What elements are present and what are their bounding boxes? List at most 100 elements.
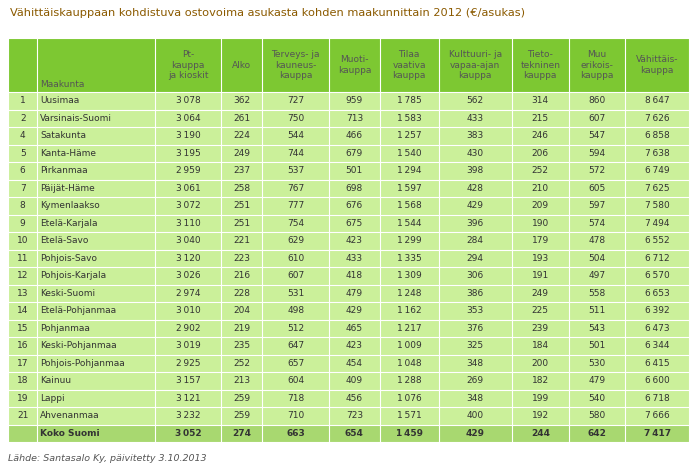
Bar	[8, 38, 689, 92]
Text: 225: 225	[532, 306, 548, 315]
Text: Tieto-
tekninen
kauppa: Tieto- tekninen kauppa	[521, 50, 560, 80]
Text: 5: 5	[19, 149, 26, 158]
Text: 228: 228	[233, 289, 251, 298]
Text: 767: 767	[287, 184, 304, 193]
Text: 3 072: 3 072	[175, 201, 200, 210]
Text: 558: 558	[588, 289, 606, 298]
Text: 191: 191	[532, 271, 549, 280]
Text: 249: 249	[532, 289, 548, 298]
Text: 221: 221	[233, 236, 251, 245]
Text: Satakunta: Satakunta	[40, 131, 86, 140]
Text: 1 785: 1 785	[397, 96, 422, 105]
Text: 530: 530	[588, 359, 606, 368]
Text: 383: 383	[466, 131, 484, 140]
Text: 718: 718	[287, 394, 304, 403]
Text: 6: 6	[19, 166, 26, 175]
Bar	[8, 302, 689, 319]
Text: 675: 675	[346, 219, 363, 228]
Text: Etelä-Pohjanmaa: Etelä-Pohjanmaa	[40, 306, 116, 315]
Bar	[8, 232, 689, 249]
Text: Vähittäiskauppaan kohdistuva ostovoima asukasta kohden maakunnittain 2012 (€/asu: Vähittäiskauppaan kohdistuva ostovoima a…	[10, 8, 525, 18]
Text: 1 571: 1 571	[397, 411, 422, 420]
Text: 7 417: 7 417	[644, 429, 671, 438]
Text: 959: 959	[346, 96, 363, 105]
Text: Kymenlaakso: Kymenlaakso	[40, 201, 100, 210]
Text: 429: 429	[467, 201, 484, 210]
Text: Vähittäis-
kauppa: Vähittäis- kauppa	[636, 55, 679, 75]
Text: 396: 396	[466, 219, 484, 228]
Text: 1 162: 1 162	[397, 306, 422, 315]
Text: 430: 430	[466, 149, 484, 158]
Text: 2 974: 2 974	[176, 289, 200, 298]
Text: 213: 213	[233, 376, 251, 385]
Text: 3 061: 3 061	[175, 184, 200, 193]
Text: 3 157: 3 157	[175, 376, 200, 385]
Text: 294: 294	[467, 254, 484, 263]
Text: 654: 654	[345, 429, 364, 438]
Text: 19: 19	[17, 394, 29, 403]
Text: 192: 192	[532, 411, 549, 420]
Bar	[8, 127, 689, 145]
Text: Pohjois-Savo: Pohjois-Savo	[40, 254, 97, 263]
Text: 325: 325	[466, 341, 484, 350]
Text: 17: 17	[17, 359, 29, 368]
Text: 597: 597	[588, 201, 606, 210]
Text: 193: 193	[532, 254, 549, 263]
Text: 3 052: 3 052	[175, 429, 201, 438]
Text: 11: 11	[17, 254, 29, 263]
Text: 1 299: 1 299	[397, 236, 422, 245]
Text: 3 190: 3 190	[175, 131, 200, 140]
Text: 6 600: 6 600	[644, 376, 670, 385]
Text: 3 078: 3 078	[175, 96, 200, 105]
Text: 428: 428	[467, 184, 484, 193]
Text: 679: 679	[346, 149, 363, 158]
Bar	[8, 215, 689, 232]
Text: Pt-
kauppa
ja kioskit: Pt- kauppa ja kioskit	[168, 50, 208, 80]
Text: 239: 239	[532, 324, 549, 333]
Text: Etelä-Karjala: Etelä-Karjala	[40, 219, 98, 228]
Text: 418: 418	[346, 271, 363, 280]
Text: 504: 504	[588, 254, 606, 263]
Text: 348: 348	[466, 359, 484, 368]
Text: 676: 676	[346, 201, 363, 210]
Bar	[8, 407, 689, 425]
Text: 580: 580	[588, 411, 606, 420]
Text: 727: 727	[287, 96, 304, 105]
Text: 215: 215	[532, 114, 549, 123]
Text: 6 392: 6 392	[645, 306, 670, 315]
Text: 249: 249	[233, 149, 251, 158]
Text: Muoti-
kauppa: Muoti- kauppa	[338, 55, 371, 75]
Text: 10: 10	[17, 236, 29, 245]
Text: 1 248: 1 248	[397, 289, 421, 298]
Text: Uusimaa: Uusimaa	[40, 96, 79, 105]
Text: 13: 13	[17, 289, 29, 298]
Text: 777: 777	[287, 201, 304, 210]
Text: 252: 252	[233, 359, 251, 368]
Text: 6 344: 6 344	[645, 341, 670, 350]
Text: 14: 14	[17, 306, 29, 315]
Text: 2 959: 2 959	[175, 166, 200, 175]
Text: 386: 386	[466, 289, 484, 298]
Text: 497: 497	[588, 271, 606, 280]
Text: Alko: Alko	[232, 60, 251, 69]
Text: 723: 723	[346, 411, 363, 420]
Text: 1 540: 1 540	[397, 149, 422, 158]
Text: Varsinais-Suomi: Varsinais-Suomi	[40, 114, 112, 123]
Text: 7 666: 7 666	[644, 411, 670, 420]
Text: 657: 657	[287, 359, 304, 368]
Text: 3 232: 3 232	[176, 411, 200, 420]
Text: 1 597: 1 597	[397, 184, 422, 193]
Text: Terveys- ja
kauneus-
kauppa: Terveys- ja kauneus- kauppa	[271, 50, 320, 80]
Text: 251: 251	[233, 201, 251, 210]
Text: 6 653: 6 653	[644, 289, 670, 298]
Bar	[8, 372, 689, 389]
Text: 6 858: 6 858	[644, 131, 670, 140]
Text: 465: 465	[346, 324, 363, 333]
Text: 2 902: 2 902	[176, 324, 200, 333]
Text: Pirkanmaa: Pirkanmaa	[40, 166, 88, 175]
Text: 376: 376	[466, 324, 484, 333]
Bar	[8, 319, 689, 337]
Text: 15: 15	[17, 324, 29, 333]
Text: 3 064: 3 064	[175, 114, 200, 123]
Text: 223: 223	[233, 254, 251, 263]
